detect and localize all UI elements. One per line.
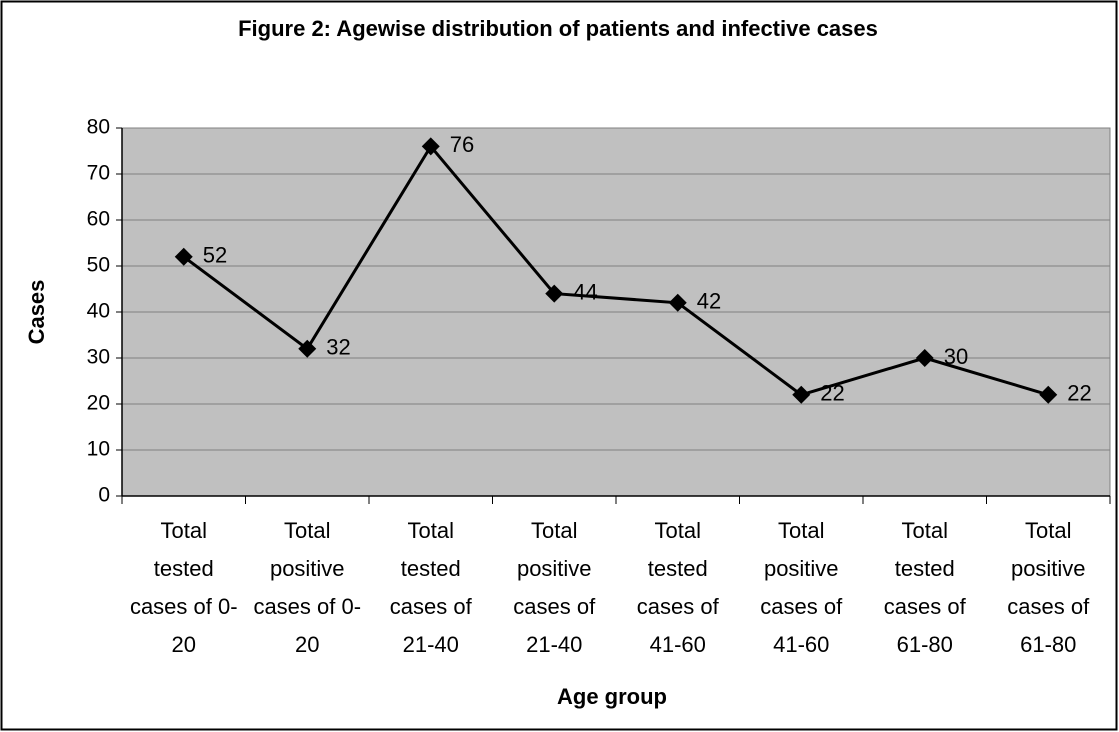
series-line	[182, 143, 1049, 397]
x-tick-label-box: Total tested cases of 0-20	[129, 518, 238, 657]
y-tick-label: 60	[87, 208, 110, 231]
data-label: 22	[820, 381, 844, 406]
x-tick-label-box: Total tested cases of 21-40	[389, 518, 472, 657]
y-tick-label: 30	[87, 346, 110, 369]
x-tick-label-box: Total tested cases of 61-80	[883, 518, 966, 657]
y-tick-label: 0	[98, 484, 110, 507]
x-tick-label: Total positive cases of 21-40	[513, 518, 596, 657]
x-tick-label-box: Total positive cases of 0-20	[253, 518, 362, 657]
x-tick-label-box: Total positive cases of 41-60	[760, 518, 843, 657]
data-label: 76	[450, 132, 474, 157]
x-tick-label: Total positive cases of 0-20	[253, 518, 362, 657]
x-tick-label: Total positive cases of 61-80	[1007, 518, 1090, 657]
marker	[1039, 385, 1058, 404]
y-tick-label: 50	[87, 254, 110, 277]
data-label: 22	[1067, 381, 1091, 406]
y-tick-label: 20	[87, 392, 110, 415]
y-axis-label: Cases	[24, 280, 49, 345]
y-tick-label: 40	[87, 300, 110, 323]
x-tick-label: Total tested cases of 0-20	[129, 518, 238, 657]
x-tick-label: Total positive cases of 41-60	[760, 518, 843, 657]
data-label: 52	[203, 243, 227, 268]
x-tick-label-box: Total positive cases of 61-80	[1007, 518, 1090, 657]
data-label: 30	[944, 344, 968, 369]
marker	[915, 349, 934, 367]
y-tick-label: 10	[87, 438, 110, 461]
data-label: 44	[573, 279, 597, 304]
y-tick-label: 80	[87, 116, 110, 139]
data-label: 42	[697, 289, 721, 314]
data-label: 32	[326, 335, 350, 360]
marker	[174, 247, 193, 266]
chart-title: Figure 2: Agewise distribution of patien…	[238, 16, 878, 41]
x-tick-label: Total tested cases of 41-60	[636, 518, 719, 657]
marker	[545, 284, 564, 303]
x-axis-label: Age group	[557, 684, 667, 709]
marker	[421, 137, 440, 156]
marker	[668, 293, 687, 312]
x-tick-label: Total tested cases of 21-40	[389, 518, 472, 657]
y-tick-label: 70	[87, 162, 110, 185]
x-tick-label-box: Total positive cases of 21-40	[513, 518, 596, 657]
marker	[792, 385, 811, 404]
marker	[298, 339, 317, 358]
x-tick-label-box: Total tested cases of 41-60	[636, 518, 719, 657]
x-tick-label: Total tested cases of 61-80	[883, 518, 966, 657]
